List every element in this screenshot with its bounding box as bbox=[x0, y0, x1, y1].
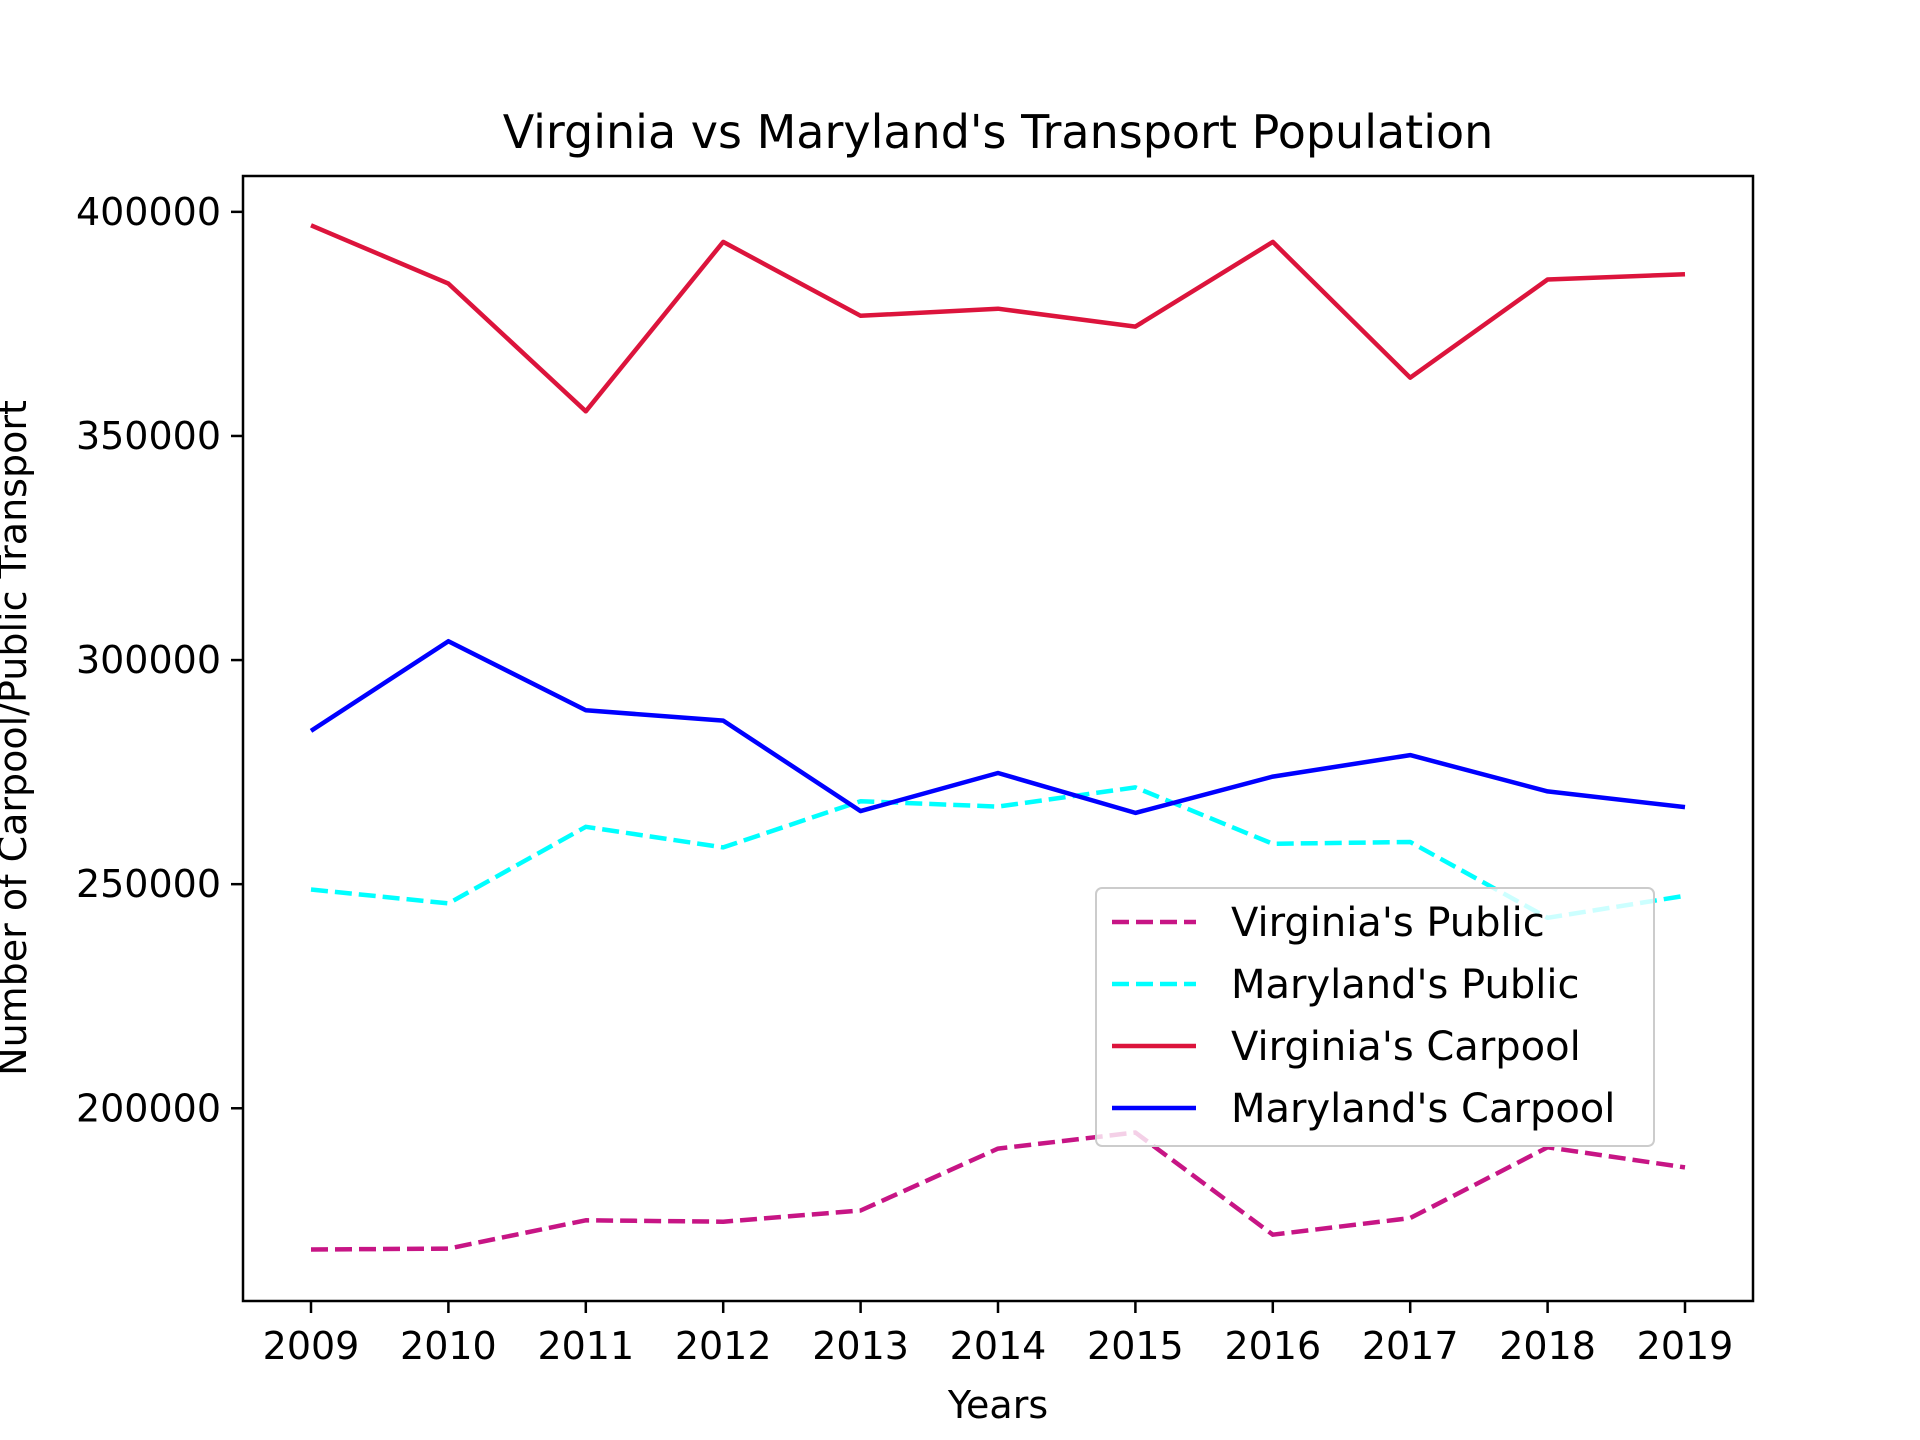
x-tick-label: 2013 bbox=[812, 1324, 909, 1368]
x-tick-label: 2015 bbox=[1087, 1324, 1184, 1368]
series-line-virginia-s-carpool bbox=[310, 223, 1686, 414]
y-tick-label: 400000 bbox=[76, 190, 221, 234]
legend-box bbox=[1095, 887, 1655, 1147]
x-tick-label: 2012 bbox=[675, 1324, 772, 1368]
legend: Virginia's Public Maryland's Public Virgin… bbox=[1095, 887, 1655, 1147]
x-tick-label: 2018 bbox=[1499, 1324, 1596, 1368]
legend-label: Virginia's Carpool bbox=[1231, 1024, 1581, 1070]
legend-label: Maryland's Carpool bbox=[1231, 1086, 1615, 1132]
x-tick-label: 2016 bbox=[1224, 1324, 1321, 1368]
legend-label: Virginia's Public bbox=[1231, 900, 1545, 946]
x-tick-label: 2019 bbox=[1637, 1324, 1734, 1368]
y-tick-label: 250000 bbox=[76, 862, 221, 906]
series-line-maryland-s-carpool bbox=[309, 638, 1686, 816]
x-tick-label: 2009 bbox=[263, 1324, 360, 1368]
series-line-maryland-s-public bbox=[310, 785, 1686, 921]
y-axis: 200000 250000 300000 350000 400000 bbox=[76, 190, 243, 1130]
x-axis-label: Years bbox=[947, 1383, 1048, 1427]
legend-label: Maryland's Public bbox=[1231, 962, 1579, 1008]
x-tick-label: 2014 bbox=[950, 1324, 1047, 1368]
x-axis: 2009 2010 2011 2012 2013 2014 2015 2016 2017 2018… bbox=[263, 1301, 1734, 1368]
y-tick-label: 200000 bbox=[76, 1086, 221, 1130]
x-tick-label: 2010 bbox=[400, 1324, 497, 1368]
plot-area bbox=[309, 223, 1686, 1252]
x-tick-label: 2011 bbox=[537, 1324, 634, 1368]
series-line-virginia-s-public bbox=[310, 1130, 1686, 1252]
x-tick-label: 2017 bbox=[1362, 1324, 1459, 1368]
y-axis-label: Number of Carpool/Public Transport bbox=[0, 400, 35, 1076]
y-tick-label: 350000 bbox=[76, 414, 221, 458]
chart-title: Virginia vs Maryland's Transport Populat… bbox=[503, 105, 1494, 159]
y-tick-label: 300000 bbox=[76, 638, 221, 682]
